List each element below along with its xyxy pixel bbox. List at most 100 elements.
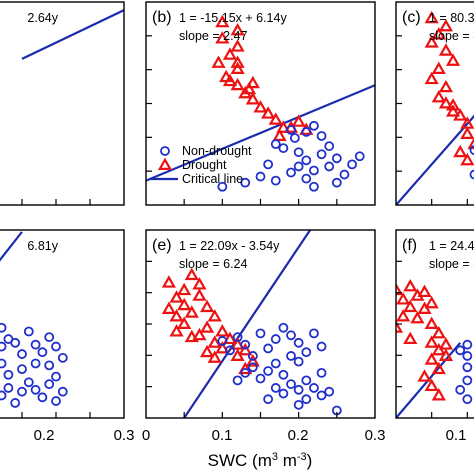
drought-point: [215, 324, 230, 337]
drought-point: [438, 348, 454, 361]
drought-point: [169, 309, 184, 322]
drought-point: [199, 299, 215, 313]
panel-plot-area: [396, 10, 474, 205]
drought-point: [169, 290, 184, 303]
x-axis-title-superscript: 3: [272, 451, 278, 463]
non-drought-point: [278, 388, 289, 399]
panel-1: 2.64y: [0, 1, 125, 206]
non-drought-point: [286, 330, 296, 341]
non-drought-point: [301, 127, 312, 137]
drought-point: [192, 327, 207, 341]
drought-point: [453, 144, 468, 158]
non-drought-point: [57, 352, 68, 363]
drought-point: [177, 297, 192, 311]
drought-point: [431, 325, 446, 339]
non-drought-point: [44, 332, 55, 343]
non-drought-point: [469, 169, 474, 180]
non-drought-point: [232, 375, 243, 386]
non-drought-point: [17, 386, 27, 397]
non-drought-point: [37, 392, 48, 403]
non-drought-point: [30, 339, 41, 350]
drought-point: [438, 96, 454, 109]
non-drought-point: [17, 349, 27, 359]
non-drought-point: [455, 345, 466, 356]
drought-point: [410, 310, 425, 324]
non-drought-point: [309, 328, 319, 339]
non-drought-point: [286, 167, 296, 178]
drought-point: [424, 71, 439, 85]
drought-point: [438, 79, 454, 93]
drought-point: [230, 39, 245, 52]
legend-label: Critical line: [182, 172, 243, 186]
non-drought-point: [240, 367, 251, 378]
panel-3: (c) 1 = 80.3 slope = 3: [395, 1, 474, 206]
non-drought-point: [278, 143, 289, 154]
panel-2: (b) 1 = -15.15x + 6.14y slope = 2.47: [145, 1, 376, 206]
panel-plot-area: [21, 9, 124, 60]
non-drought-point: [278, 369, 289, 380]
non-drought-point: [324, 161, 335, 172]
drought-point: [230, 55, 245, 68]
non-drought-point: [3, 369, 14, 380]
non-drought-point: [10, 398, 21, 408]
equation-label: 6.81y: [27, 239, 58, 253]
legend-label: Non-drought: [182, 144, 252, 158]
non-drought-point: [462, 394, 473, 405]
equation-label: 1 = 80.3: [429, 11, 474, 25]
non-drought-point: [309, 181, 319, 192]
critical-line: [183, 230, 312, 418]
drought-point: [438, 18, 454, 32]
drought-point: [211, 55, 226, 68]
drought-point: [199, 320, 215, 333]
panel-plot-area: [0, 231, 68, 408]
panel-plot-area: [396, 278, 473, 418]
non-drought-point: [293, 337, 304, 348]
drought-point: [230, 61, 245, 74]
drought-point: [272, 128, 287, 141]
non-drought-point: [347, 159, 358, 170]
non-drought-point: [17, 364, 27, 375]
x-axis-title-part: m: [278, 451, 297, 470]
panel-frame: [0, 1, 125, 206]
drought-point: [417, 369, 432, 382]
x-tick-label: 0: [142, 427, 150, 444]
drought-point: [177, 282, 192, 296]
non-drought-point: [301, 394, 312, 405]
non-drought-point: [316, 131, 327, 141]
drought-point: [438, 43, 454, 56]
slope-label: slope = 3: [429, 29, 474, 43]
non-drought-point: [462, 339, 473, 350]
non-drought-point: [301, 173, 312, 184]
non-drought-point: [316, 341, 327, 352]
non-drought-point: [51, 371, 61, 382]
non-drought-point: [263, 159, 274, 170]
x-tick-label: 0.2: [34, 427, 55, 444]
drought-point: [222, 47, 238, 60]
non-drought-point: [44, 360, 55, 371]
non-drought-point: [293, 399, 304, 410]
drought-point: [207, 309, 222, 322]
non-drought-point: [30, 358, 41, 369]
x-tick-label: 0.3: [365, 427, 386, 444]
non-drought-point: [23, 326, 34, 337]
drought-point: [215, 31, 230, 44]
non-drought-point: [270, 383, 281, 393]
panel-label: (f): [402, 237, 417, 254]
non-drought-point: [286, 379, 296, 390]
non-drought-point: [270, 358, 281, 369]
non-drought-point: [293, 161, 304, 172]
slope-label: slope = 2.47: [179, 29, 248, 43]
drought-point: [431, 361, 446, 375]
non-drought-point: [301, 375, 312, 386]
non-drought-point: [278, 322, 289, 333]
drought-point: [396, 282, 404, 296]
panel-4: 0.2 0.3 6.81y: [0, 229, 134, 444]
x-axis-title-part: ): [307, 451, 313, 470]
drought-point: [431, 388, 446, 401]
legend-circle-icon: [160, 146, 170, 156]
drought-point: [222, 73, 238, 87]
drought-point: [396, 320, 404, 333]
drought-point: [291, 114, 306, 127]
